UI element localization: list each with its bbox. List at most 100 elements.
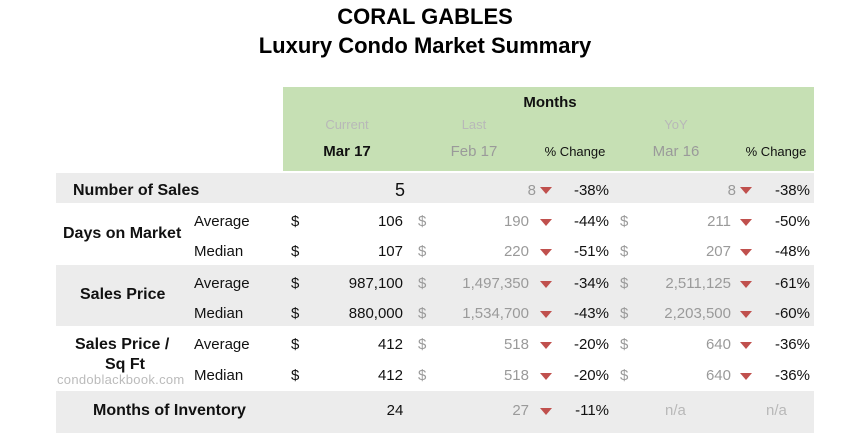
down-arrow-icon xyxy=(740,281,752,288)
moi-last-pct: -11% xyxy=(575,402,609,419)
dom-average-current: 106 xyxy=(377,213,403,230)
currency-sign: $ xyxy=(620,275,629,292)
currency-sign: $ xyxy=(418,367,427,384)
dom-median-label: Median xyxy=(194,243,244,260)
dom-average-last-pct: -44% xyxy=(573,213,609,230)
sales-yoy-pct: -38% xyxy=(774,182,810,199)
dom-median-last-pct: -51% xyxy=(573,243,609,260)
price-per-sqft-label-line2: Sq Ft xyxy=(105,356,145,373)
sqft-average-yoy: 640 xyxy=(705,336,731,353)
last-col-label: Last xyxy=(461,117,487,132)
price-average-yoy: 2,511,125 xyxy=(665,275,731,292)
down-arrow-icon xyxy=(740,311,752,318)
price-average-label: Average xyxy=(194,275,250,292)
currency-sign: $ xyxy=(418,275,427,292)
sqft-median-current: 412 xyxy=(377,367,403,384)
yoy-month: Mar 16 xyxy=(652,143,700,160)
price-median-label: Median xyxy=(194,305,244,322)
sqft-average-label: Average xyxy=(194,336,250,353)
down-arrow-icon xyxy=(540,281,552,288)
number-of-sales-label: Number of Sales xyxy=(73,182,200,199)
sqft-median-label: Median xyxy=(194,367,244,384)
yoy-pct-change-header: % Change xyxy=(745,144,807,159)
price-median-last: 1,534,700 xyxy=(462,305,529,322)
currency-sign: $ xyxy=(291,305,300,322)
price-average-last: 1,497,350 xyxy=(462,275,529,292)
dom-average-yoy: 211 xyxy=(707,213,731,230)
sqft-median-yoy: 640 xyxy=(705,367,731,384)
price-average-yoy-pct: -61% xyxy=(774,275,810,292)
sales-last-pct: -38% xyxy=(573,182,609,199)
currency-sign: $ xyxy=(418,243,427,260)
row-band-price xyxy=(56,265,814,326)
currency-sign: $ xyxy=(291,213,300,230)
sales-last: 8 xyxy=(527,182,536,199)
down-arrow-icon xyxy=(540,373,552,380)
moi-current: 24 xyxy=(386,402,404,419)
row-band-sales xyxy=(56,173,814,203)
price-median-yoy: 2,203,500 xyxy=(664,305,731,322)
sqft-average-current: 412 xyxy=(377,336,403,353)
sales-yoy: 8 xyxy=(727,182,736,199)
current-col-label: Current xyxy=(325,117,369,132)
months-header xyxy=(283,87,814,171)
moi-last: 27 xyxy=(512,402,529,419)
dom-median-yoy: 207 xyxy=(705,243,731,260)
yoy-col-label: YoY xyxy=(664,117,688,132)
currency-sign: $ xyxy=(291,243,300,260)
currency-sign: $ xyxy=(620,213,629,230)
down-arrow-icon xyxy=(540,342,552,349)
down-arrow-icon xyxy=(540,408,552,415)
currency-sign: $ xyxy=(291,367,300,384)
price-median-last-pct: -43% xyxy=(573,305,609,322)
sales-price-label: Sales Price xyxy=(80,286,166,303)
sqft-median-yoy-pct: -36% xyxy=(774,367,810,384)
sqft-average-yoy-pct: -36% xyxy=(774,336,810,353)
down-arrow-icon xyxy=(540,219,552,226)
currency-sign: $ xyxy=(620,367,629,384)
price-average-current: 987,100 xyxy=(348,275,403,292)
price-per-sqft-label-line1: Sales Price / xyxy=(75,336,170,353)
down-arrow-icon xyxy=(740,342,752,349)
currency-sign: $ xyxy=(620,243,629,260)
months-of-inventory-label: Months of Inventory xyxy=(93,402,246,419)
moi-yoy: n/a xyxy=(665,402,686,419)
moi-yoy-pct: n/a xyxy=(766,402,787,419)
dom-median-last: 220 xyxy=(503,243,529,260)
days-on-market-label: Days on Market xyxy=(63,225,182,242)
price-median-current: 880,000 xyxy=(348,305,403,322)
down-arrow-icon xyxy=(740,249,752,256)
sqft-median-last: 518 xyxy=(503,367,529,384)
page-title: CORAL GABLES xyxy=(337,4,513,29)
sales-current: 5 xyxy=(394,180,405,200)
down-arrow-icon xyxy=(540,249,552,256)
currency-sign: $ xyxy=(291,336,300,353)
last-month: Feb 17 xyxy=(450,143,498,160)
sqft-median-last-pct: -20% xyxy=(573,367,609,384)
watermark: condoblackbook.com xyxy=(57,372,185,387)
down-arrow-icon xyxy=(740,187,752,194)
down-arrow-icon xyxy=(740,373,752,380)
currency-sign: $ xyxy=(418,305,427,322)
price-average-last-pct: -34% xyxy=(573,275,609,292)
currency-sign: $ xyxy=(418,213,427,230)
down-arrow-icon xyxy=(740,219,752,226)
dom-median-current: 107 xyxy=(377,243,403,260)
dom-median-yoy-pct: -48% xyxy=(774,243,810,260)
current-month: Mar 17 xyxy=(323,143,371,160)
dom-average-last: 190 xyxy=(503,213,529,230)
price-median-yoy-pct: -60% xyxy=(774,305,810,322)
sqft-average-last: 518 xyxy=(503,336,529,353)
sqft-average-last-pct: -20% xyxy=(573,336,609,353)
down-arrow-icon xyxy=(540,311,552,318)
currency-sign: $ xyxy=(291,275,300,292)
page-subtitle: Luxury Condo Market Summary xyxy=(258,33,592,58)
row-band-moi xyxy=(56,391,814,433)
dom-average-yoy-pct: -50% xyxy=(774,213,810,230)
dom-average-label: Average xyxy=(194,213,250,230)
currency-sign: $ xyxy=(418,336,427,353)
currency-sign: $ xyxy=(620,336,629,353)
down-arrow-icon xyxy=(540,187,552,194)
months-label: Months xyxy=(523,94,577,111)
last-pct-change-header: % Change xyxy=(544,144,606,159)
